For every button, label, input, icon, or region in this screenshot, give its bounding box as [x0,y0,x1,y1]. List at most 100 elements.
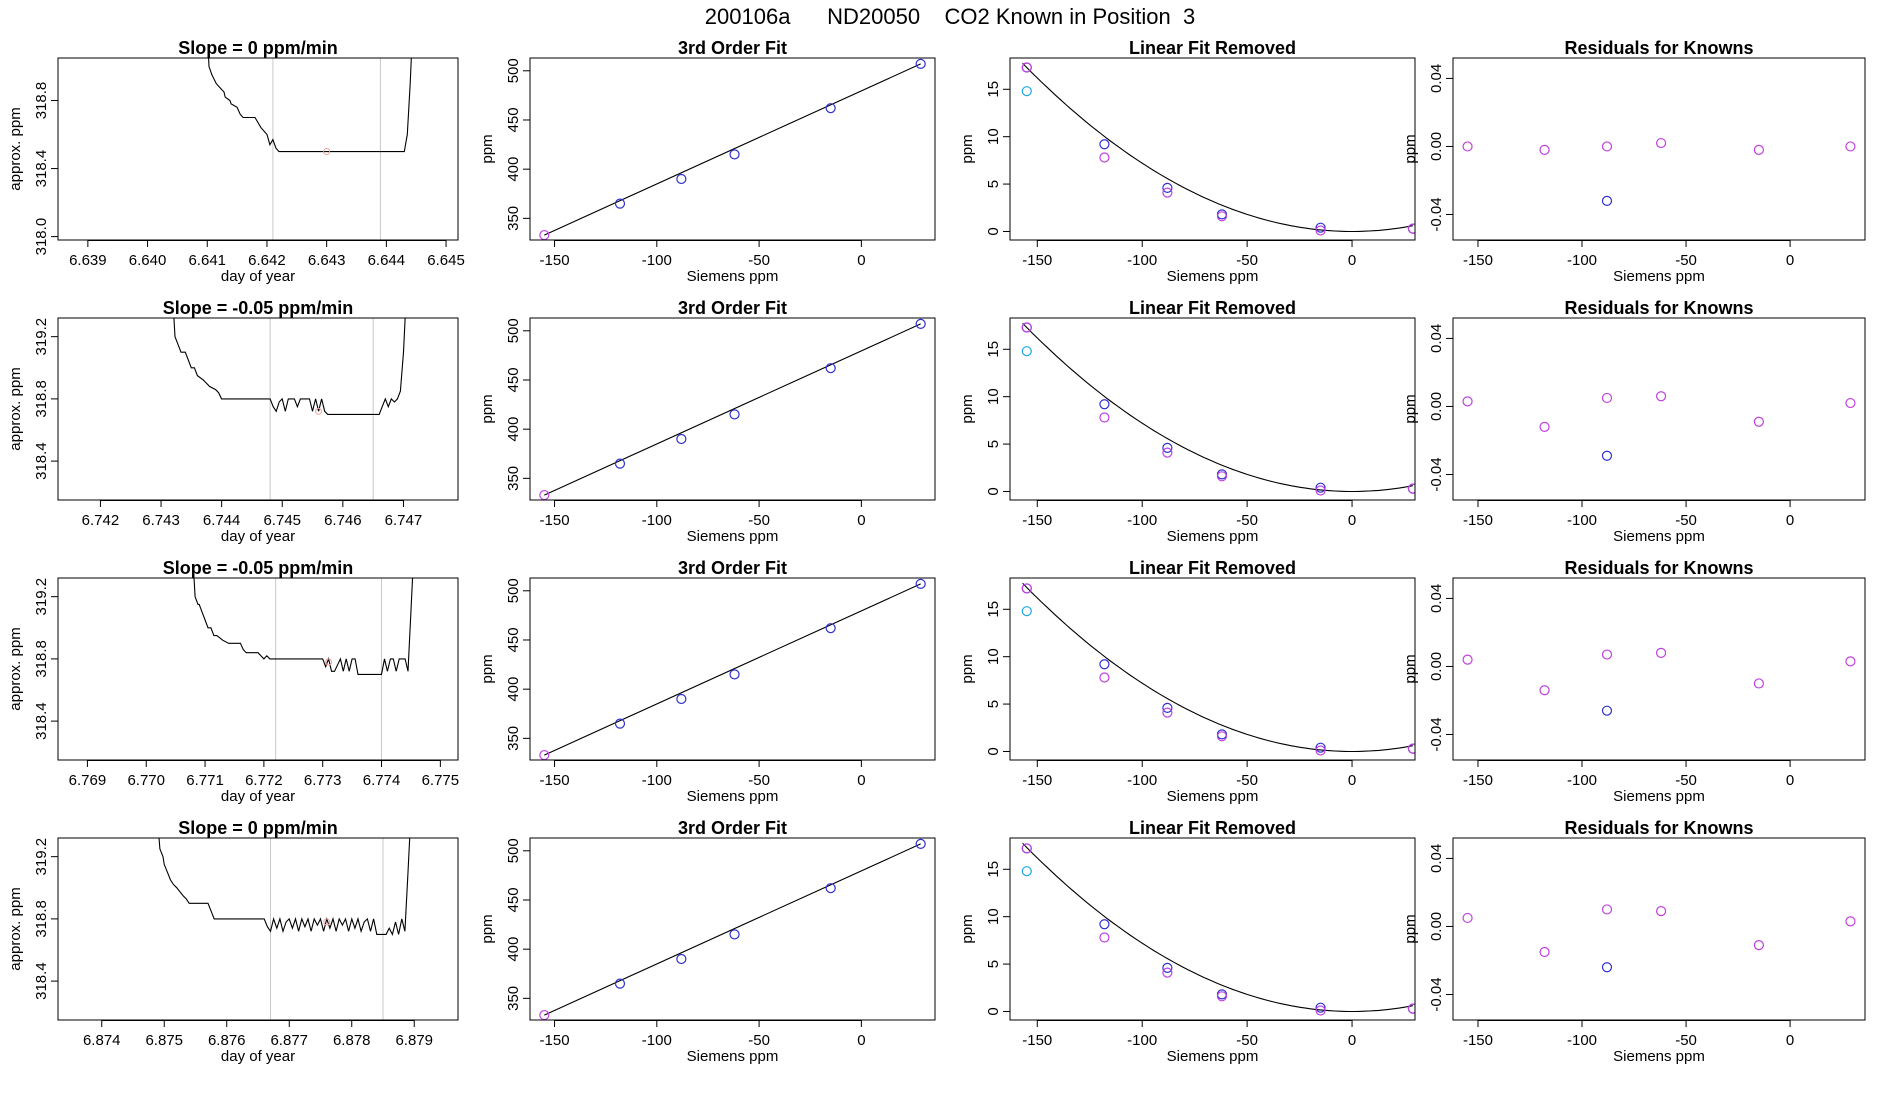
data-point [729,669,740,680]
y-tick-label: 0 [985,1007,1002,1015]
y-axis-label: ppm [1402,654,1419,683]
x-axis-label: day of year [221,1048,295,1065]
data-point [1407,483,1415,494]
data-point [1601,195,1613,206]
data-point [729,409,740,420]
x-tick-label: -100 [1567,512,1597,529]
data-point [1845,141,1856,152]
y-axis-label: approx. ppm [7,887,24,970]
x-tick-label: -100 [1567,252,1597,269]
x-tick-label: 6.774 [363,772,401,789]
fit-curve [1022,582,1413,753]
y-tick-label: 5 [985,960,1002,968]
data-point [825,103,836,114]
y-axis-label: approx. ppm [7,627,24,710]
y-tick-label: 0.00 [1428,912,1445,941]
x-tick-label: -50 [748,512,770,529]
y-axis-label: ppm [959,134,976,163]
data-point [1021,866,1032,877]
x-axis-label: Siemens ppm [687,528,779,545]
x-axis-label: Siemens ppm [1167,1048,1259,1065]
x-tick-label: -100 [1567,772,1597,789]
y-tick-label: 318.8 [33,380,50,418]
data-point [1539,946,1550,958]
plot-frame [1009,57,1416,241]
data-point [614,978,626,989]
x-tick-label: -100 [642,772,672,789]
figure-title: 200106a ND20050 CO2 Known in Position 3 [705,4,1195,29]
data-point [1099,399,1110,410]
x-tick-label: -150 [1463,772,1493,789]
plot-area [1462,137,1856,206]
x-tick-label: 6.742 [82,512,120,529]
y-axis-label: ppm [959,654,976,683]
panel-3-4: Residuals for Knowns -150 -100 -50 0 -0.04 0.0… [1402,558,1866,805]
x-tick-label: -50 [748,1032,770,1049]
y-tick-label: 0 [985,227,1002,235]
x-tick-label: 0 [1786,772,1794,789]
data-point [1845,656,1856,667]
data-point [1655,391,1667,402]
x-tick-label: 0 [1348,512,1356,529]
data-point [825,623,836,634]
data-point [1845,916,1856,927]
data-point [1021,86,1032,97]
x-tick-label: 6.775 [422,772,460,789]
y-tick-label: 400 [505,677,522,702]
data-point [1655,906,1667,917]
y-tick-label: 0.04 [1428,584,1445,613]
panel-title: Slope = -0.05 ppm/min [163,298,354,318]
y-tick-label: 450 [505,887,522,912]
x-tick-label: 6.745 [263,512,301,529]
data-point [614,458,626,469]
panel-3-2: 3rd Order Fit -150 -100 -50 0 350 400 450 500 Sie… [479,558,936,805]
x-tick-label: 6.876 [208,1032,246,1049]
x-tick-label: -50 [1675,772,1697,789]
data-point [1315,1002,1326,1013]
y-tick-label: 400 [505,157,522,182]
y-tick-label: 15 [985,861,1002,878]
x-tick-label: -100 [1127,252,1157,269]
x-tick-label: 0 [1786,252,1794,269]
x-tick-label: 6.743 [142,512,180,529]
x-tick-label: -150 [1022,252,1052,269]
panel-title: 3rd Order Fit [678,818,787,838]
panel-2-3: Linear Fit Removed -150 -100 -50 0 0 5 10 15 Siem… [959,298,1416,545]
data-point [1162,962,1173,973]
y-tick-label: 500 [505,578,522,603]
panel-title: Residuals for Knowns [1564,558,1753,578]
y-tick-label: 450 [505,367,522,392]
x-axis-label: Siemens ppm [1167,788,1259,805]
x-axis-label: day of year [221,528,295,545]
plot-frame [529,317,936,501]
series-line [193,578,414,675]
plot-area [1021,62,1415,236]
plot-frame [57,317,459,501]
panel-4-3: Linear Fit Removed -150 -100 -50 0 0 5 10 15 Siem… [959,818,1416,1065]
plot-area [1021,582,1415,756]
data-point [915,838,926,850]
data-point [1539,144,1550,155]
x-tick-label: 0 [1348,772,1356,789]
mean-point [323,918,331,926]
data-point [1753,678,1764,689]
data-point [1539,421,1550,432]
y-tick-label: 400 [505,417,522,442]
data-point [1462,396,1473,407]
plot-area [539,58,926,240]
panel-title: Linear Fit Removed [1129,38,1296,58]
y-tick-label: 10 [985,388,1002,405]
x-tick-label: 0 [1786,1032,1794,1049]
plot-area [1462,647,1856,716]
y-tick-label: 400 [505,937,522,962]
data-point [1753,940,1764,951]
x-tick-label: -100 [1567,1032,1597,1049]
data-point [915,578,926,590]
data-point [1021,583,1032,594]
data-point [676,953,687,965]
x-axis-label: Siemens ppm [1167,268,1259,285]
plot-frame [1452,577,1866,761]
data-point [1315,485,1326,496]
x-tick-label: 6.640 [129,252,167,269]
